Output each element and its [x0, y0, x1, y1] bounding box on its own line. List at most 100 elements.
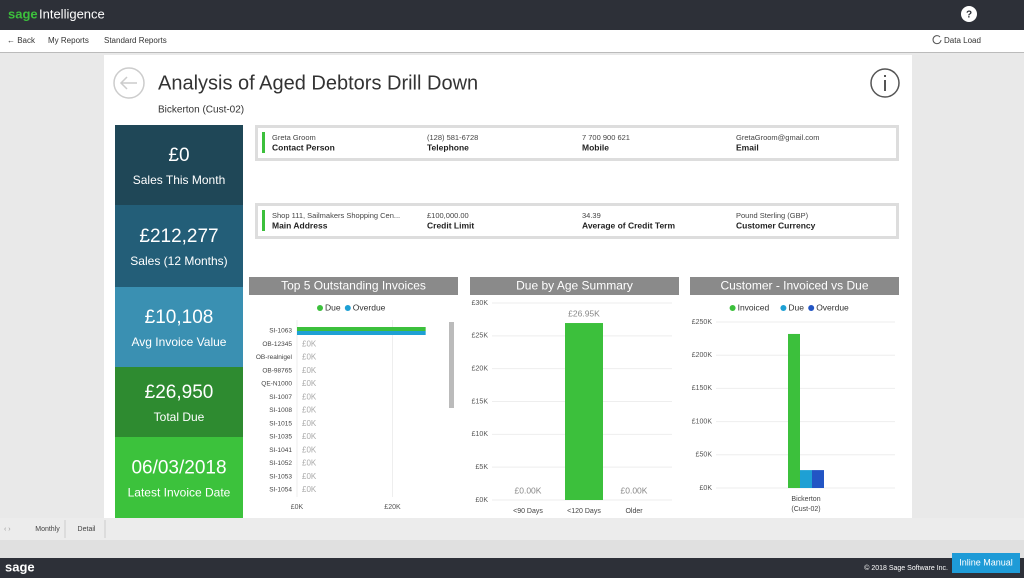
bar: [565, 323, 603, 500]
x-tick-label: <90 Days: [513, 508, 543, 515]
card-value: 34.39: [582, 211, 601, 220]
card-value: Shop 111, Sailmakers Shopping Cen...: [272, 211, 400, 220]
card: [258, 206, 896, 236]
card-accent: [262, 210, 265, 231]
category-label: SI-1052: [269, 460, 292, 467]
chart-header: [470, 277, 679, 295]
category-label: OB-12345: [262, 341, 292, 348]
card-label: Telephone: [427, 142, 469, 152]
kpi-value: 06/03/2018: [131, 458, 226, 479]
card-value: Greta Groom: [272, 133, 316, 142]
category-label: SI-1041: [269, 447, 292, 454]
card-label: Average of Credit Term: [582, 220, 675, 230]
back-button[interactable]: [113, 67, 145, 99]
category-label: SI-1063: [269, 328, 292, 335]
legend-label: Overdue: [353, 302, 386, 312]
y-tick-label: £15K: [472, 398, 489, 405]
bar: [812, 470, 824, 488]
nav-data-load[interactable]: Data Load: [944, 36, 981, 45]
category-label: SI-1035: [269, 434, 292, 441]
y-tick-label: £10K: [472, 431, 489, 438]
logo-product: Intelligence: [39, 6, 105, 21]
kpi-label: Avg Invoice Value: [132, 335, 227, 349]
value-label: £0K: [302, 485, 317, 494]
copyright: © 2018 Sage Software Inc.: [864, 564, 948, 572]
card: [258, 128, 896, 158]
tab[interactable]: Monthly: [35, 526, 60, 533]
nav-back[interactable]: ← Back: [7, 36, 36, 45]
value-label: £0K: [302, 353, 317, 362]
y-tick-label: £0K: [700, 485, 713, 492]
legend-swatch: [317, 305, 323, 311]
help-button[interactable]: [961, 6, 977, 22]
legend-label: Overdue: [816, 302, 849, 312]
kpi-label: Sales (12 Months): [130, 254, 227, 268]
value-label: £0K: [302, 379, 317, 388]
value-label: £0.00K: [515, 485, 542, 495]
back-arrow: [119, 76, 137, 90]
help-icon: ?: [966, 10, 972, 21]
value-label: £0K: [302, 472, 317, 481]
bar: [800, 470, 812, 488]
kpi-value: £26,950: [145, 382, 214, 403]
y-tick-label: £250K: [692, 319, 713, 326]
card-label: Customer Currency: [736, 220, 816, 230]
value-label: £0.00K: [621, 485, 648, 495]
x-tick-label: (Cust-02): [791, 506, 820, 513]
category-label: SI-1015: [269, 420, 292, 427]
legend-swatch: [729, 305, 736, 311]
legend-label: Due: [325, 302, 341, 312]
x-tick-label: Older: [625, 508, 643, 515]
legend-swatch: [344, 305, 351, 311]
report-title: Analysis of Aged Debtors Drill Down: [158, 72, 478, 94]
chart-title: Customer - Invoiced vs Due: [720, 279, 868, 293]
value-label: £0K: [302, 339, 317, 348]
category-label: SI-1008: [269, 407, 292, 414]
kpi-value: £212,277: [139, 226, 218, 247]
tab-nav: sage: [5, 559, 35, 574]
y-tick-label: £0K: [476, 497, 489, 504]
inline-manual-button[interactable]: [952, 553, 1020, 573]
nav-item[interactable]: Standard Reports: [104, 36, 167, 45]
x-tick-label: <120 Days: [567, 508, 601, 515]
kpi-tile: [115, 437, 243, 518]
scrollbar[interactable]: [449, 322, 454, 408]
nav-item[interactable]: My Reports: [48, 36, 89, 45]
category-label: SI-1007: [269, 394, 292, 401]
value-label: £0K: [302, 432, 317, 441]
tab[interactable]: Detail: [78, 526, 96, 533]
chart-header: [690, 277, 899, 295]
kpi-tile: [115, 125, 243, 205]
category-label: SI-1053: [269, 473, 292, 480]
card-value: (128) 581-6728: [427, 133, 478, 142]
chart-title: Due by Age Summary: [516, 279, 633, 293]
tab-strip: [0, 518, 1024, 540]
legend-swatch: [808, 305, 815, 311]
kpi-value: £0: [168, 145, 189, 166]
top-bar: [0, 0, 1024, 30]
card-label: Mobile: [582, 142, 609, 152]
chart-header: [249, 277, 458, 295]
kpi-label: Sales This Month: [133, 173, 226, 187]
kpi-value: £10,108: [145, 307, 214, 328]
value-label: £26.95K: [568, 308, 600, 318]
card-value: £100,000.00: [427, 211, 469, 220]
category-label: QE-N1000: [261, 381, 292, 388]
chart-title: Top 5 Outstanding Invoices: [281, 279, 426, 293]
category-label: OB-98765: [262, 367, 292, 374]
x-tick-label: Bickerton: [791, 496, 820, 503]
y-tick-label: £20K: [472, 366, 489, 373]
refresh-icon: [932, 35, 942, 45]
value-label: £0K: [302, 406, 317, 415]
tab-scroll: ‹ ›: [4, 526, 11, 533]
x-tick-label: £0K: [291, 504, 304, 511]
y-tick-label: £50K: [696, 452, 713, 459]
logo-brand: sage: [8, 6, 38, 21]
kpi-label: Latest Invoice Date: [128, 486, 231, 500]
card-label: Email: [736, 142, 759, 152]
info-button[interactable]: [870, 68, 900, 98]
inline-manual-label[interactable]: Inline Manual: [959, 557, 1013, 567]
card-label: Credit Limit: [427, 220, 474, 230]
